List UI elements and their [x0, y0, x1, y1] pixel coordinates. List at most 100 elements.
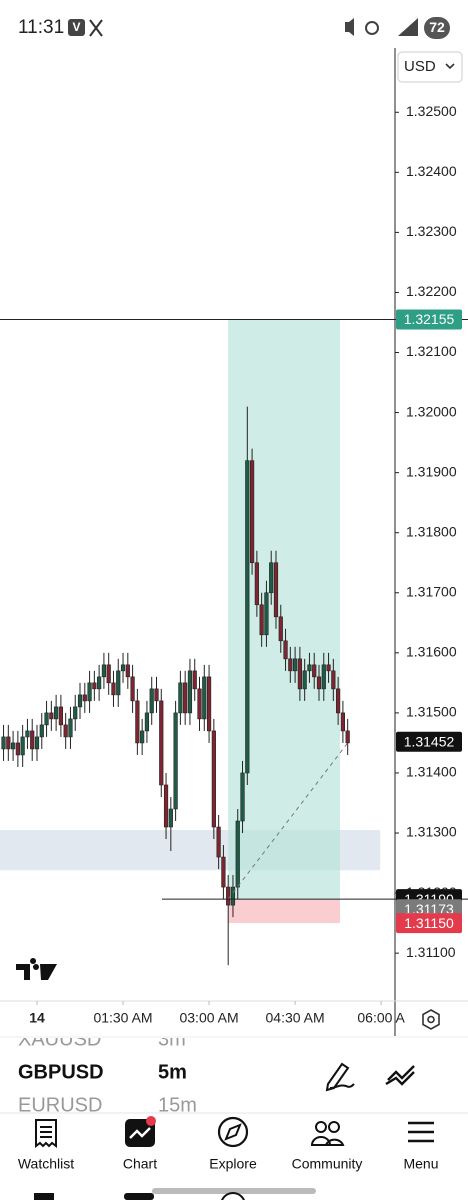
candle-body — [269, 562, 274, 594]
candle-body — [254, 562, 259, 606]
battery-level: 72 — [429, 19, 445, 35]
y-tick-label: 1.31600 — [406, 644, 457, 660]
candle-body — [293, 658, 298, 672]
nav-label[interactable]: Chart — [123, 1156, 157, 1172]
candle-body — [159, 700, 164, 786]
candle-body — [144, 712, 150, 732]
y-tick-label: 1.32400 — [406, 163, 457, 179]
candle-body — [116, 670, 121, 696]
candle-body — [130, 676, 135, 702]
chart-icon-line — [129, 1127, 151, 1139]
explore-icon[interactable] — [217, 1116, 249, 1148]
candle-body — [154, 688, 159, 702]
app-icon — [68, 19, 85, 36]
community-icon[interactable] — [315, 1121, 327, 1133]
candle-body — [15, 742, 20, 756]
candle-body — [34, 736, 40, 750]
axis-settings[interactable] — [422, 1009, 440, 1030]
candle-body — [216, 826, 221, 858]
watchlist-icon[interactable] — [35, 1119, 57, 1148]
signal-icon — [398, 18, 418, 36]
x-tick-label: 01:30 AM — [93, 1010, 152, 1026]
candle-body — [92, 682, 97, 690]
battery — [424, 17, 450, 39]
candle-body — [273, 562, 279, 618]
candle-body — [10, 742, 16, 750]
y-tick-label: 1.32500 — [406, 103, 457, 119]
candle-body — [173, 712, 178, 810]
candle-body — [20, 736, 25, 756]
candle-body — [235, 820, 240, 888]
nav-label[interactable]: Menu — [403, 1156, 438, 1172]
candle-body — [331, 670, 336, 690]
candle-body — [192, 670, 197, 690]
candle-body — [312, 664, 317, 678]
gesture-handle — [152, 1188, 316, 1194]
candle-body — [345, 730, 350, 744]
nav-label[interactable]: Community — [292, 1156, 363, 1172]
candle-body — [230, 886, 236, 906]
community-icon-bodies — [310, 1136, 345, 1146]
nav-label[interactable]: Watchlist — [18, 1156, 74, 1172]
y-tick-label: 1.32100 — [406, 343, 457, 359]
candle-body — [82, 694, 87, 702]
app-icon-glyph: V — [72, 20, 80, 34]
menu-icon[interactable] — [408, 1121, 434, 1143]
partial-icon — [124, 1193, 154, 1200]
candle-body — [163, 784, 169, 828]
currency-dropdown[interactable] — [397, 51, 463, 83]
price-tag-label: 1.31452 — [404, 733, 455, 749]
draw-tool[interactable] — [325, 1062, 355, 1092]
symbol-interval: 5m — [158, 1061, 187, 1083]
indicator-tool[interactable] — [385, 1065, 415, 1086]
candle-body — [211, 730, 216, 828]
candle-body — [307, 664, 312, 672]
candle-body — [111, 682, 116, 696]
candle-body — [288, 658, 293, 672]
candle-body — [44, 712, 49, 726]
candle-body — [178, 682, 183, 714]
candle-body — [6, 736, 11, 750]
candle-body — [106, 664, 111, 684]
y-tick-label: 1.31700 — [406, 583, 457, 599]
candle-body — [140, 730, 145, 744]
candle-body — [54, 706, 59, 720]
y-tick-label: 1.31500 — [406, 704, 457, 720]
price-tag — [396, 309, 462, 330]
axis-settings-center — [427, 1015, 435, 1024]
y-tick-label: 1.32200 — [406, 283, 457, 299]
explore-needle — [224, 1123, 242, 1141]
candle-body — [321, 664, 326, 690]
candle-body — [63, 724, 68, 738]
candle-body — [240, 772, 245, 822]
candle-body — [149, 688, 154, 714]
y-tick-label: 1.31300 — [406, 824, 457, 840]
candle-body — [249, 460, 255, 564]
candle-body — [202, 676, 207, 720]
candle-body — [264, 592, 269, 636]
symbol-name: GBPUSD — [18, 1061, 104, 1083]
candle-body — [30, 730, 35, 750]
tradingview-logo-dot — [33, 964, 39, 970]
x-tick-label: 14 — [29, 1010, 45, 1026]
y-tick-label: 1.31100 — [406, 944, 456, 960]
candle-body — [340, 712, 346, 732]
candle-body — [97, 676, 102, 690]
position-stop — [228, 899, 341, 924]
candle-body — [206, 676, 212, 732]
candle-body — [120, 664, 126, 672]
symbol-interval: 3m — [158, 1028, 186, 1050]
x-tick-label: 03:00 AM — [179, 1010, 238, 1026]
nav-label[interactable]: Explore — [209, 1156, 257, 1172]
x-tick-label: 06:00 A — [357, 1010, 405, 1026]
symbol-name: XAUUSD — [18, 1028, 101, 1050]
x-tick-label: 04:30 AM — [266, 1010, 325, 1026]
status-time: 11:31 — [18, 17, 64, 38]
partial-icon — [221, 1192, 245, 1200]
currency-label: USD — [404, 58, 436, 75]
community-icon — [328, 1121, 340, 1133]
partial-icon — [34, 1193, 54, 1200]
hotspot-icon — [365, 21, 379, 35]
